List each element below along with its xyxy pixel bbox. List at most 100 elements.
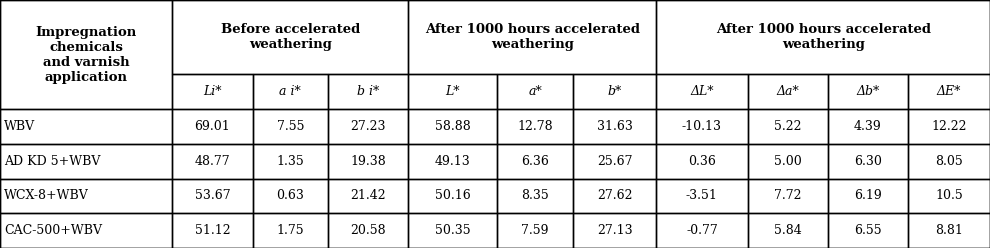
Text: 5.84: 5.84 [773, 224, 802, 237]
Bar [656, 74, 747, 109]
Text: 19.38: 19.38 [350, 155, 386, 168]
Text: 4.39: 4.39 [853, 120, 881, 133]
Bar [328, 74, 408, 109]
Text: 0.63: 0.63 [276, 189, 304, 202]
Text: 31.63: 31.63 [597, 120, 633, 133]
Text: 12.22: 12.22 [931, 120, 966, 133]
Bar [328, 213, 408, 248]
Bar [747, 109, 828, 144]
Bar [828, 179, 908, 213]
Bar [328, 144, 408, 179]
Bar [252, 179, 328, 213]
Text: WCX-8+WBV: WCX-8+WBV [4, 189, 89, 202]
Text: 50.16: 50.16 [435, 189, 470, 202]
Bar [408, 144, 497, 179]
Text: b i*: b i* [357, 85, 379, 98]
Bar [408, 213, 497, 248]
Text: 69.01: 69.01 [195, 120, 231, 133]
Bar [908, 109, 990, 144]
Text: -3.51: -3.51 [686, 189, 718, 202]
Text: AD KD 5+WBV: AD KD 5+WBV [4, 155, 100, 168]
Bar [747, 74, 828, 109]
Bar [328, 109, 408, 144]
Bar [747, 213, 828, 248]
Text: Before accelerated
weathering: Before accelerated weathering [221, 23, 360, 51]
Text: After 1000 hours accelerated
weathering: After 1000 hours accelerated weathering [425, 23, 640, 51]
Bar [252, 109, 328, 144]
Bar [0, 179, 172, 213]
Bar [573, 109, 656, 144]
Bar [497, 179, 573, 213]
Text: 7.55: 7.55 [276, 120, 304, 133]
Bar [497, 213, 573, 248]
Bar [408, 109, 497, 144]
Text: 48.77: 48.77 [195, 155, 231, 168]
Bar [172, 179, 252, 213]
Bar [172, 74, 252, 109]
Text: 58.88: 58.88 [435, 120, 470, 133]
Bar [0, 144, 172, 179]
Bar [908, 144, 990, 179]
Bar [573, 179, 656, 213]
Bar [656, 0, 990, 74]
Text: Li*: Li* [203, 85, 222, 98]
Bar [573, 213, 656, 248]
Text: 7.72: 7.72 [774, 189, 801, 202]
Text: Δa*: Δa* [776, 85, 799, 98]
Bar [573, 74, 656, 109]
Text: 51.12: 51.12 [195, 224, 231, 237]
Text: 12.78: 12.78 [517, 120, 552, 133]
Bar [747, 144, 828, 179]
Bar [656, 213, 747, 248]
Bar [747, 179, 828, 213]
Text: Δb*: Δb* [856, 85, 879, 98]
Bar [828, 213, 908, 248]
Text: b*: b* [608, 85, 622, 98]
Bar [408, 0, 656, 74]
Bar [656, 109, 747, 144]
Text: -10.13: -10.13 [682, 120, 722, 133]
Bar [328, 179, 408, 213]
Bar [172, 109, 252, 144]
Text: 5.00: 5.00 [773, 155, 802, 168]
Bar [172, 144, 252, 179]
Bar [497, 144, 573, 179]
Bar [252, 74, 328, 109]
Text: 27.23: 27.23 [350, 120, 386, 133]
Text: 1.35: 1.35 [276, 155, 304, 168]
Bar [908, 74, 990, 109]
Text: 25.67: 25.67 [597, 155, 633, 168]
Text: 5.22: 5.22 [774, 120, 801, 133]
Text: 27.13: 27.13 [597, 224, 633, 237]
Bar [828, 109, 908, 144]
Text: 7.59: 7.59 [522, 224, 548, 237]
Bar [908, 179, 990, 213]
Text: 6.55: 6.55 [853, 224, 881, 237]
Bar [828, 144, 908, 179]
Bar [252, 144, 328, 179]
Text: WBV: WBV [4, 120, 35, 133]
Bar [172, 0, 408, 74]
Bar [408, 74, 497, 109]
Text: 6.36: 6.36 [521, 155, 549, 168]
Bar [497, 109, 573, 144]
Text: After 1000 hours accelerated
weathering: After 1000 hours accelerated weathering [716, 23, 931, 51]
Text: ΔE*: ΔE* [937, 85, 961, 98]
Text: 50.35: 50.35 [435, 224, 470, 237]
Bar [0, 109, 172, 144]
Bar [828, 74, 908, 109]
Text: ΔL*: ΔL* [690, 85, 714, 98]
Bar [0, 0, 172, 109]
Bar [497, 74, 573, 109]
Text: Impregnation
chemicals
and varnish
application: Impregnation chemicals and varnish appli… [36, 26, 137, 84]
Text: 6.19: 6.19 [853, 189, 881, 202]
Text: L*: L* [446, 85, 460, 98]
Text: 8.81: 8.81 [935, 224, 963, 237]
Text: 49.13: 49.13 [435, 155, 470, 168]
Bar [172, 213, 252, 248]
Bar [252, 213, 328, 248]
Text: 27.62: 27.62 [597, 189, 633, 202]
Text: 6.30: 6.30 [853, 155, 881, 168]
Text: -0.77: -0.77 [686, 224, 718, 237]
Text: a i*: a i* [279, 85, 301, 98]
